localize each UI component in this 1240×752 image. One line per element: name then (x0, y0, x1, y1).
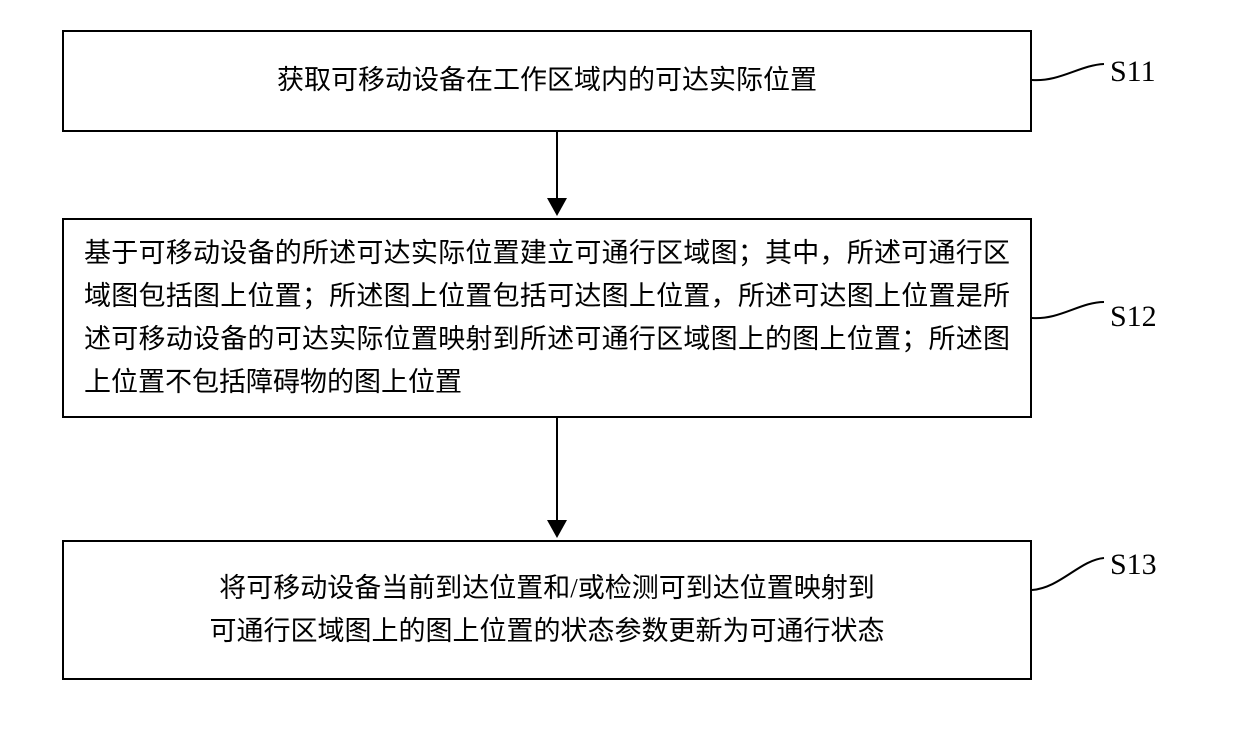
step-text-s12: 基于可移动设备的所述可达实际位置建立可通行区域图；其中，所述可通行区域图包括图上… (84, 232, 1010, 405)
step-label-s11: S11 (1110, 55, 1156, 89)
arrow-s12-s13 (547, 418, 567, 538)
step-label-s13: S13 (1110, 548, 1157, 582)
step-box-s12: 基于可移动设备的所述可达实际位置建立可通行区域图；其中，所述可通行区域图包括图上… (62, 218, 1032, 418)
step-text-s13: 将可移动设备当前到达位置和/或检测可到达位置映射到 可通行区域图上的图上位置的状… (210, 567, 885, 653)
flowchart-container: 获取可移动设备在工作区域内的可达实际位置 S11 基于可移动设备的所述可达实际位… (0, 0, 1240, 752)
step-text-s13-line2: 可通行区域图上的图上位置的状态参数更新为可通行状态 (210, 616, 885, 646)
step-text-s11: 获取可移动设备在工作区域内的可达实际位置 (277, 59, 817, 102)
arrow-s11-s12 (547, 132, 567, 216)
step-label-s12: S12 (1110, 300, 1157, 334)
step-box-s11: 获取可移动设备在工作区域内的可达实际位置 (62, 30, 1032, 132)
step-text-s13-line1: 将可移动设备当前到达位置和/或检测可到达位置映射到 (219, 573, 875, 603)
step-box-s13: 将可移动设备当前到达位置和/或检测可到达位置映射到 可通行区域图上的图上位置的状… (62, 540, 1032, 680)
